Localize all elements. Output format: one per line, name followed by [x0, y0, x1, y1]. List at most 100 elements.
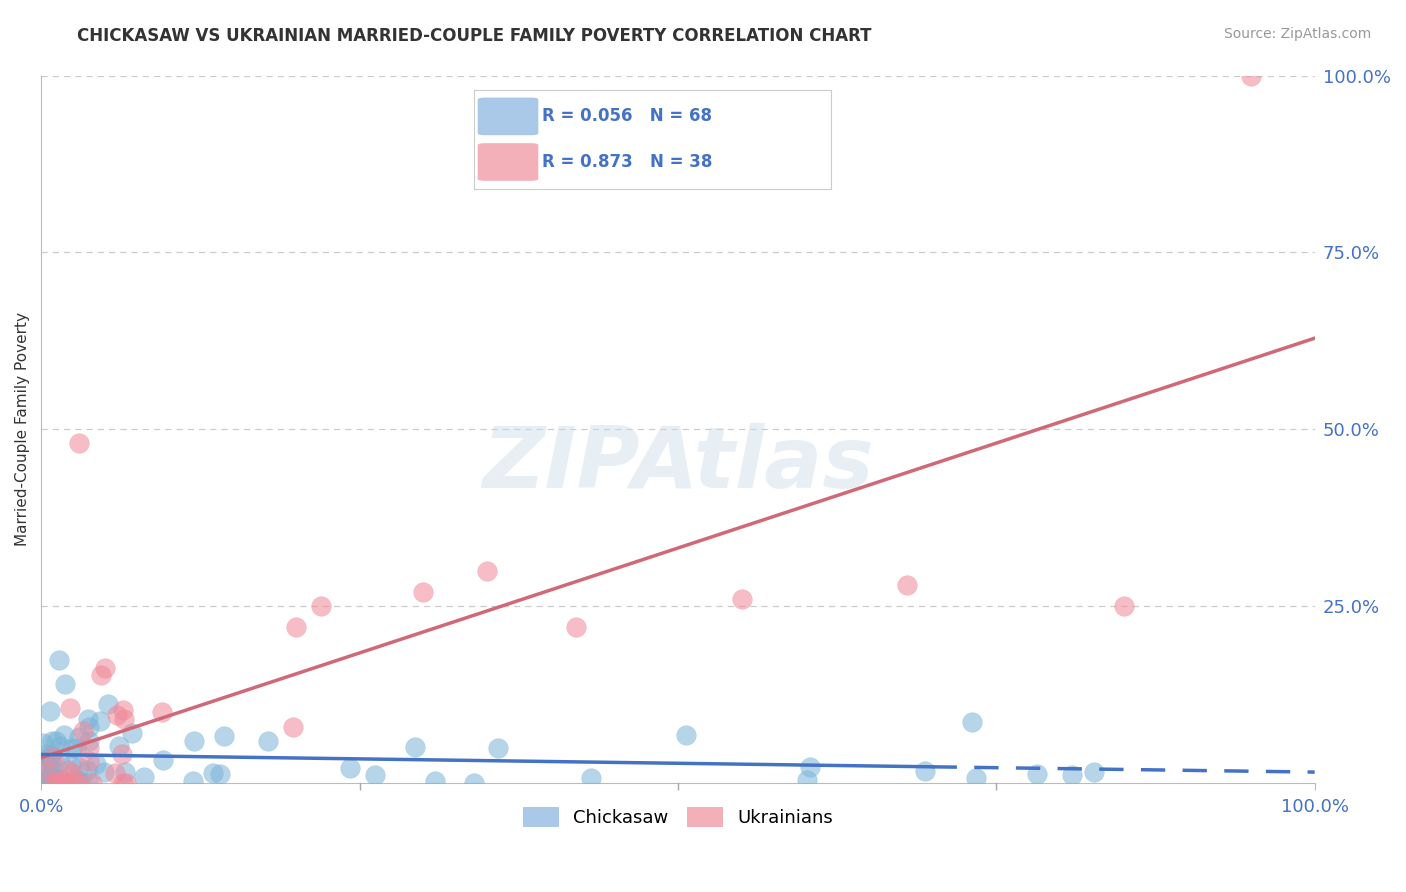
Point [42, 750, 65, 764]
Point [1083, 764, 1105, 779]
Point [59, 773, 82, 788]
Point [339, 761, 361, 775]
Point [32, 735, 55, 749]
Point [32, 772, 55, 787]
Point [53, 728, 76, 742]
Point [565, 620, 588, 634]
Point [82, 776, 104, 790]
Point [111, 776, 134, 790]
Point [201, 765, 224, 780]
Point [67, 436, 90, 450]
Point [257, 734, 280, 748]
Point [48, 653, 70, 667]
Point [214, 729, 236, 743]
Point [914, 764, 936, 779]
Point [31, 762, 53, 776]
Point [1240, 69, 1263, 83]
Point [132, 770, 155, 784]
Point [38, 750, 60, 764]
Point [46, 776, 69, 790]
Point [55, 776, 77, 790]
Point [67, 730, 90, 744]
Point [79, 741, 101, 756]
Point [579, 771, 602, 785]
Point [93, 764, 115, 779]
Text: CHICKASAW VS UKRAINIAN MARRIED-COUPLE FAMILY POVERTY CORRELATION CHART: CHICKASAW VS UKRAINIAN MARRIED-COUPLE FA… [77, 27, 872, 45]
Point [70, 775, 93, 789]
Point [62, 767, 84, 781]
Point [42, 764, 65, 778]
Legend: Chickasaw, Ukrainians: Chickasaw, Ukrainians [516, 800, 841, 834]
Point [59, 701, 82, 715]
Point [38, 770, 60, 784]
Point [45, 734, 67, 748]
Point [799, 759, 821, 773]
Point [76, 764, 98, 778]
Point [86, 756, 108, 771]
Point [1026, 767, 1049, 781]
Point [730, 592, 752, 607]
Point [486, 741, 509, 756]
Point [152, 753, 174, 767]
Point [112, 713, 135, 727]
Point [37, 772, 59, 787]
Point [48, 739, 70, 753]
Point [311, 599, 333, 614]
Point [463, 776, 485, 790]
Point [79, 754, 101, 768]
Point [796, 773, 818, 788]
Point [94, 661, 117, 675]
Point [35, 747, 58, 762]
Point [79, 734, 101, 748]
Point [404, 739, 426, 754]
Point [34, 764, 56, 779]
Point [59, 758, 82, 772]
Point [896, 578, 918, 592]
Point [281, 720, 304, 734]
Point [62, 776, 84, 790]
Y-axis label: Married-Couple Family Poverty: Married-Couple Family Poverty [15, 312, 30, 546]
Point [77, 774, 100, 789]
Point [475, 564, 498, 578]
Point [56, 764, 79, 778]
Point [66, 773, 89, 788]
Point [38, 704, 60, 718]
Point [48, 772, 70, 786]
Point [52, 776, 75, 790]
Point [39, 748, 62, 763]
Point [412, 585, 434, 599]
Point [32, 773, 55, 788]
Point [41, 772, 63, 787]
Point [114, 764, 136, 779]
Point [425, 773, 447, 788]
Point [77, 720, 100, 734]
Point [48, 776, 70, 790]
Point [965, 771, 987, 785]
Point [1112, 599, 1135, 614]
Point [284, 620, 307, 634]
Point [90, 668, 112, 682]
Point [183, 734, 205, 748]
Point [46, 773, 69, 788]
Point [960, 715, 983, 730]
Point [42, 776, 65, 790]
Point [60, 741, 83, 756]
Point [121, 726, 143, 740]
Point [53, 677, 76, 691]
Point [181, 774, 204, 789]
Point [115, 776, 138, 790]
Point [72, 723, 94, 738]
Point [67, 760, 90, 774]
Point [41, 734, 63, 748]
Point [49, 755, 72, 769]
Point [150, 705, 173, 719]
Point [208, 767, 231, 781]
Point [1062, 768, 1084, 782]
Point [363, 768, 385, 782]
Point [89, 714, 111, 729]
Point [111, 747, 134, 761]
Point [34, 764, 56, 779]
Point [41, 766, 63, 780]
Point [112, 703, 135, 717]
Point [41, 754, 63, 768]
